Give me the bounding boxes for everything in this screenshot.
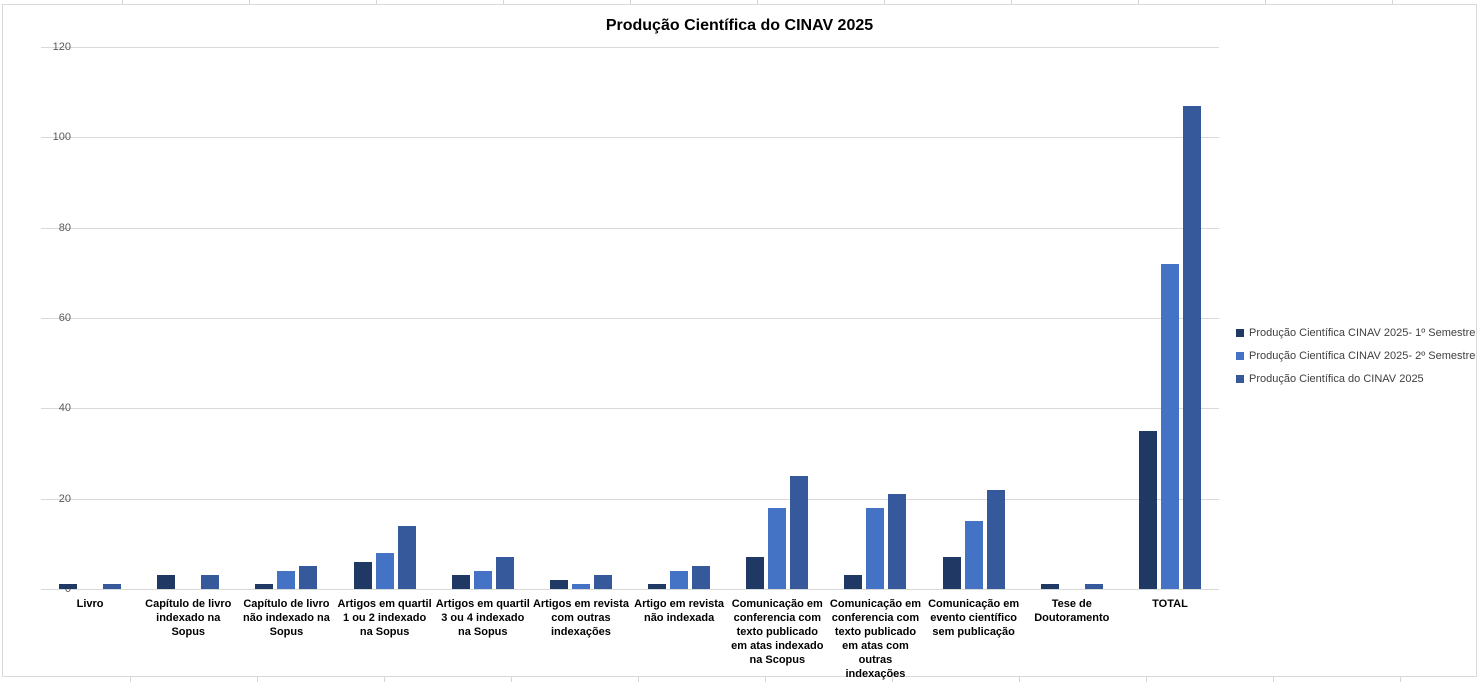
plot-area: 0 20 40 60 80 100 120 — [41, 41, 1219, 595]
gridline-120 — [41, 47, 1219, 48]
bar-series2-cat9[interactable] — [866, 507, 885, 589]
bar-group-1 — [41, 47, 139, 589]
chart-area: Produção Científica do CINAV 2025 0 20 40 6… — [2, 4, 1477, 680]
x-axis-category-label-11: Tese de Doutoramento — [1034, 598, 1110, 624]
x-axis-category-label-9: Comunicação em conferencia com texto pub… — [829, 598, 921, 680]
bar-groups-container — [41, 47, 1219, 589]
bar-series3-cat3[interactable] — [299, 566, 318, 589]
gridline-100 — [41, 137, 1219, 139]
bar-series1-cat3[interactable] — [255, 584, 274, 589]
bar-group-11 — [1023, 47, 1121, 589]
bar-series2-cat3[interactable] — [277, 570, 296, 589]
bar-series2-cat5[interactable] — [473, 570, 492, 589]
gridline-40 — [41, 408, 1219, 410]
bar-series1-cat12[interactable] — [1138, 430, 1157, 589]
bar-series2-cat6[interactable] — [571, 584, 590, 589]
bar-series3-cat11[interactable] — [1084, 584, 1103, 589]
bar-series2-cat12[interactable] — [1160, 263, 1179, 589]
bar-series2-cat4[interactable] — [375, 552, 394, 589]
bar-group-3 — [237, 47, 335, 589]
bar-series3-cat2[interactable] — [201, 575, 220, 589]
legend-label: Produção Científica do CINAV 2025 — [1249, 373, 1424, 385]
bar-group-2 — [139, 47, 237, 589]
bar-group-8 — [728, 47, 826, 589]
bar-series1-cat9[interactable] — [844, 575, 863, 589]
legend-label: Produção Científica CINAV 2025- 2º Semes… — [1249, 350, 1476, 362]
bar-series1-cat1[interactable] — [59, 584, 78, 589]
chart-title[interactable]: Produção Científica do CINAV 2025 — [605, 17, 874, 34]
x-axis-category-label-6: Artigos em revista com outras indexações — [532, 598, 629, 638]
bar-series2-cat7[interactable] — [670, 570, 689, 589]
x-axis-category-label-8: Comunicação em conferencia com texto pub… — [731, 598, 824, 666]
x-axis-category-label-1: Livro — [76, 598, 104, 610]
legend-swatch-icon — [1236, 329, 1244, 337]
bar-series2-cat8[interactable] — [768, 507, 787, 589]
bar-series3-cat4[interactable] — [397, 525, 416, 589]
y-axis-tick-label-60: 60 — [58, 312, 71, 324]
x-axis-category-label-3: Capítulo de livro não indexado na Sopus — [243, 598, 330, 638]
x-axis-category-label-7: Artigo em revista não indexada — [634, 598, 725, 624]
x-axis-category-label-5: Artigos em quartil 3 ou 4 indexado na So… — [435, 598, 530, 638]
bar-group-12 — [1121, 47, 1219, 589]
y-axis-tick-label-120: 120 — [52, 41, 71, 53]
spreadsheet-cells-bottom — [0, 677, 1480, 682]
y-axis-tick-label-100: 100 — [52, 131, 71, 144]
x-axis-category-label-2: Capítulo de livro indexado na Sopus — [145, 598, 232, 638]
bar-series3-cat8[interactable] — [790, 476, 809, 589]
legend-item-3[interactable]: Produção Científica do CINAV 2025 — [1236, 373, 1475, 385]
y-axis-tick-label-20: 20 — [58, 492, 71, 505]
y-axis-tick-label-0: 0 — [64, 583, 71, 595]
bar-series2-cat10[interactable] — [964, 521, 983, 589]
bar-group-10 — [925, 47, 1023, 589]
bar-series1-cat11[interactable] — [1040, 584, 1059, 589]
bar-series3-cat5[interactable] — [495, 557, 514, 589]
x-axis-category-label-12: TOTAL — [1152, 598, 1188, 610]
legend-swatch-icon — [1236, 352, 1244, 360]
spreadsheet-cells-top — [0, 0, 1480, 5]
bar-series1-cat2[interactable] — [157, 575, 176, 589]
gridline-0 — [41, 589, 1219, 590]
bar-group-7 — [630, 47, 728, 589]
legend-swatch-icon — [1236, 375, 1244, 383]
gridline-20 — [41, 498, 1219, 500]
legend: Produção Científica CINAV 2025- 1º Semes… — [1236, 327, 1475, 385]
x-axis-category-label-4: Artigos em quartil 1 ou 2 indexado na So… — [337, 598, 432, 638]
bar-series3-cat10[interactable] — [986, 489, 1005, 589]
bar-group-4 — [336, 47, 434, 589]
legend-item-2[interactable]: Produção Científica CINAV 2025- 2º Semes… — [1236, 350, 1475, 362]
bar-series3-cat12[interactable] — [1182, 105, 1201, 589]
y-axis-tick-label-40: 40 — [58, 402, 71, 415]
gridline-80 — [41, 227, 1219, 229]
bar-group-5 — [434, 47, 532, 589]
bar-series3-cat7[interactable] — [692, 566, 711, 589]
bar-series3-cat6[interactable] — [593, 575, 612, 589]
bar-series3-cat9[interactable] — [888, 494, 907, 589]
x-axis-category-label-10: Comunicação em evento científico sem pub… — [928, 598, 1020, 638]
bar-series1-cat4[interactable] — [353, 561, 372, 589]
y-axis-tick-label-80: 80 — [58, 221, 71, 234]
bar-series1-cat5[interactable] — [451, 575, 470, 589]
bar-series1-cat6[interactable] — [549, 579, 568, 589]
bar-series3-cat1[interactable] — [103, 584, 122, 589]
gridline-60 — [41, 318, 1219, 319]
bar-series1-cat10[interactable] — [942, 557, 961, 589]
bar-series1-cat7[interactable] — [648, 584, 667, 589]
bar-group-6 — [532, 47, 630, 589]
x-axis-category-labels: Livro Capítulo de livro indexado na Sopus… — [41, 597, 1219, 681]
bar-series1-cat8[interactable] — [746, 557, 765, 589]
bar-group-9 — [826, 47, 924, 589]
legend-label: Produção Científica CINAV 2025- 1º Semes… — [1249, 327, 1476, 339]
legend-item-1[interactable]: Produção Científica CINAV 2025- 1º Semes… — [1236, 327, 1475, 339]
